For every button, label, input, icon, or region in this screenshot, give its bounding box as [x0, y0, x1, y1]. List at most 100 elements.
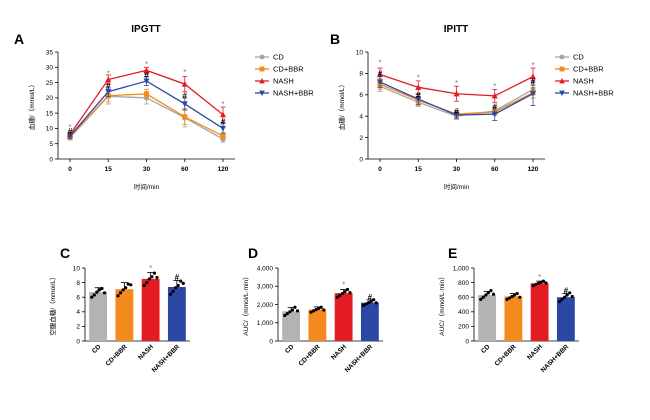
- significance-mark: *: [342, 280, 345, 289]
- y-axis-label: 空腹血糖/（mmol/L）: [48, 273, 57, 335]
- significance-mark: #: [454, 107, 459, 116]
- significance-mark: *: [183, 68, 186, 77]
- data-point: [145, 281, 149, 285]
- y-tick-label: 5: [49, 141, 53, 148]
- data-point: [311, 309, 316, 313]
- y-tick-label: 30: [46, 65, 54, 72]
- data-point: [335, 295, 339, 299]
- y-tick-label: 8: [359, 71, 363, 78]
- data-point: [479, 297, 483, 301]
- y-tick-label: 400: [458, 309, 469, 316]
- data-point: [530, 73, 536, 80]
- x-axis-label: 时间/min: [444, 182, 470, 191]
- data-point: [293, 305, 297, 309]
- y-tick-label: 1,000: [453, 265, 470, 272]
- legend-marker: [559, 78, 565, 84]
- chart-title-A: IPGTT: [131, 24, 160, 35]
- data-point: [364, 302, 368, 306]
- data-point: [168, 292, 173, 296]
- significance-mark: #: [378, 69, 383, 78]
- data-point: [372, 298, 376, 302]
- data-point: [453, 112, 460, 119]
- y-tick-label: 6: [359, 92, 363, 99]
- x-tick-label: CD+BBR: [298, 343, 322, 367]
- y-tick-label: 0: [359, 156, 363, 163]
- data-point: [568, 291, 572, 295]
- legend-label: NASH+BBR: [273, 89, 314, 98]
- data-point: [345, 287, 350, 292]
- data-point: [142, 283, 146, 288]
- data-point: [285, 312, 289, 316]
- data-point: [570, 294, 574, 299]
- data-point: [557, 299, 562, 304]
- bar-nash-bbr: [556, 297, 575, 341]
- data-point: [176, 283, 180, 288]
- significance-mark: *: [493, 82, 496, 91]
- bar-cd: [89, 292, 108, 341]
- bar-nash: [530, 283, 549, 341]
- x-tick-label: CD: [284, 343, 296, 355]
- panel-letter-B: B: [330, 31, 340, 47]
- x-tick-label: 15: [415, 166, 423, 173]
- y-tick-label: 0: [465, 338, 469, 345]
- y-tick-label: 0: [269, 338, 273, 345]
- y-tick-label: 35: [46, 49, 54, 56]
- significance-mark: *: [455, 79, 458, 88]
- significance-mark: #: [564, 287, 569, 296]
- legend-label: CD: [573, 53, 584, 62]
- legend-marker: [559, 54, 565, 60]
- significance-mark: *: [531, 61, 534, 70]
- data-point: [340, 291, 344, 296]
- significance-mark: #: [493, 103, 498, 112]
- x-tick-label: NASH+BBR: [344, 343, 375, 374]
- data-point: [361, 303, 366, 308]
- legend-marker: [259, 66, 265, 72]
- significance-mark: #: [175, 273, 180, 282]
- data-point: [143, 78, 150, 85]
- x-tick-label: 30: [453, 166, 461, 173]
- panel-letter-A: A: [14, 31, 24, 47]
- bar-cd-bbr: [115, 289, 134, 341]
- data-point: [530, 91, 536, 97]
- data-point: [181, 101, 188, 108]
- data-point: [220, 111, 226, 118]
- data-point: [129, 283, 133, 287]
- y-tick-label: 10: [73, 265, 81, 272]
- data-point: [102, 291, 107, 295]
- y-tick-label: 800: [458, 280, 469, 287]
- data-point: [171, 289, 175, 293]
- data-point: [147, 277, 151, 281]
- x-tick-label: 120: [218, 166, 229, 173]
- data-point: [560, 297, 564, 301]
- x-tick-label: CD+BBR: [105, 343, 129, 367]
- data-point: [290, 308, 294, 312]
- y-tick-label: 2: [76, 324, 80, 331]
- panel-letter-D: D: [248, 245, 258, 261]
- data-point: [367, 301, 371, 305]
- data-point: [92, 293, 96, 297]
- x-tick-label: 15: [105, 166, 113, 173]
- data-point: [150, 275, 154, 279]
- significance-mark: *: [221, 100, 224, 109]
- data-point: [181, 80, 188, 87]
- data-point: [100, 286, 104, 291]
- data-point: [415, 84, 422, 90]
- y-tick-label: 600: [458, 295, 469, 302]
- data-point: [491, 111, 498, 118]
- significance-mark: #: [221, 118, 226, 127]
- y-tick-label: 10: [46, 126, 54, 133]
- bar-cd-bbr: [308, 309, 327, 341]
- y-tick-label: 200: [458, 324, 469, 331]
- data-point: [155, 275, 159, 280]
- data-point: [105, 89, 112, 95]
- data-point: [121, 288, 125, 292]
- legend-marker: [559, 66, 565, 72]
- legend-label: NASH+BBR: [573, 89, 614, 98]
- x-tick-label: 60: [181, 166, 189, 173]
- data-point: [377, 79, 383, 86]
- data-point: [95, 290, 99, 294]
- x-tick-label: 30: [143, 166, 151, 173]
- data-point: [322, 308, 326, 312]
- y-tick-label: 25: [46, 80, 54, 87]
- x-tick-label: CD: [91, 343, 103, 355]
